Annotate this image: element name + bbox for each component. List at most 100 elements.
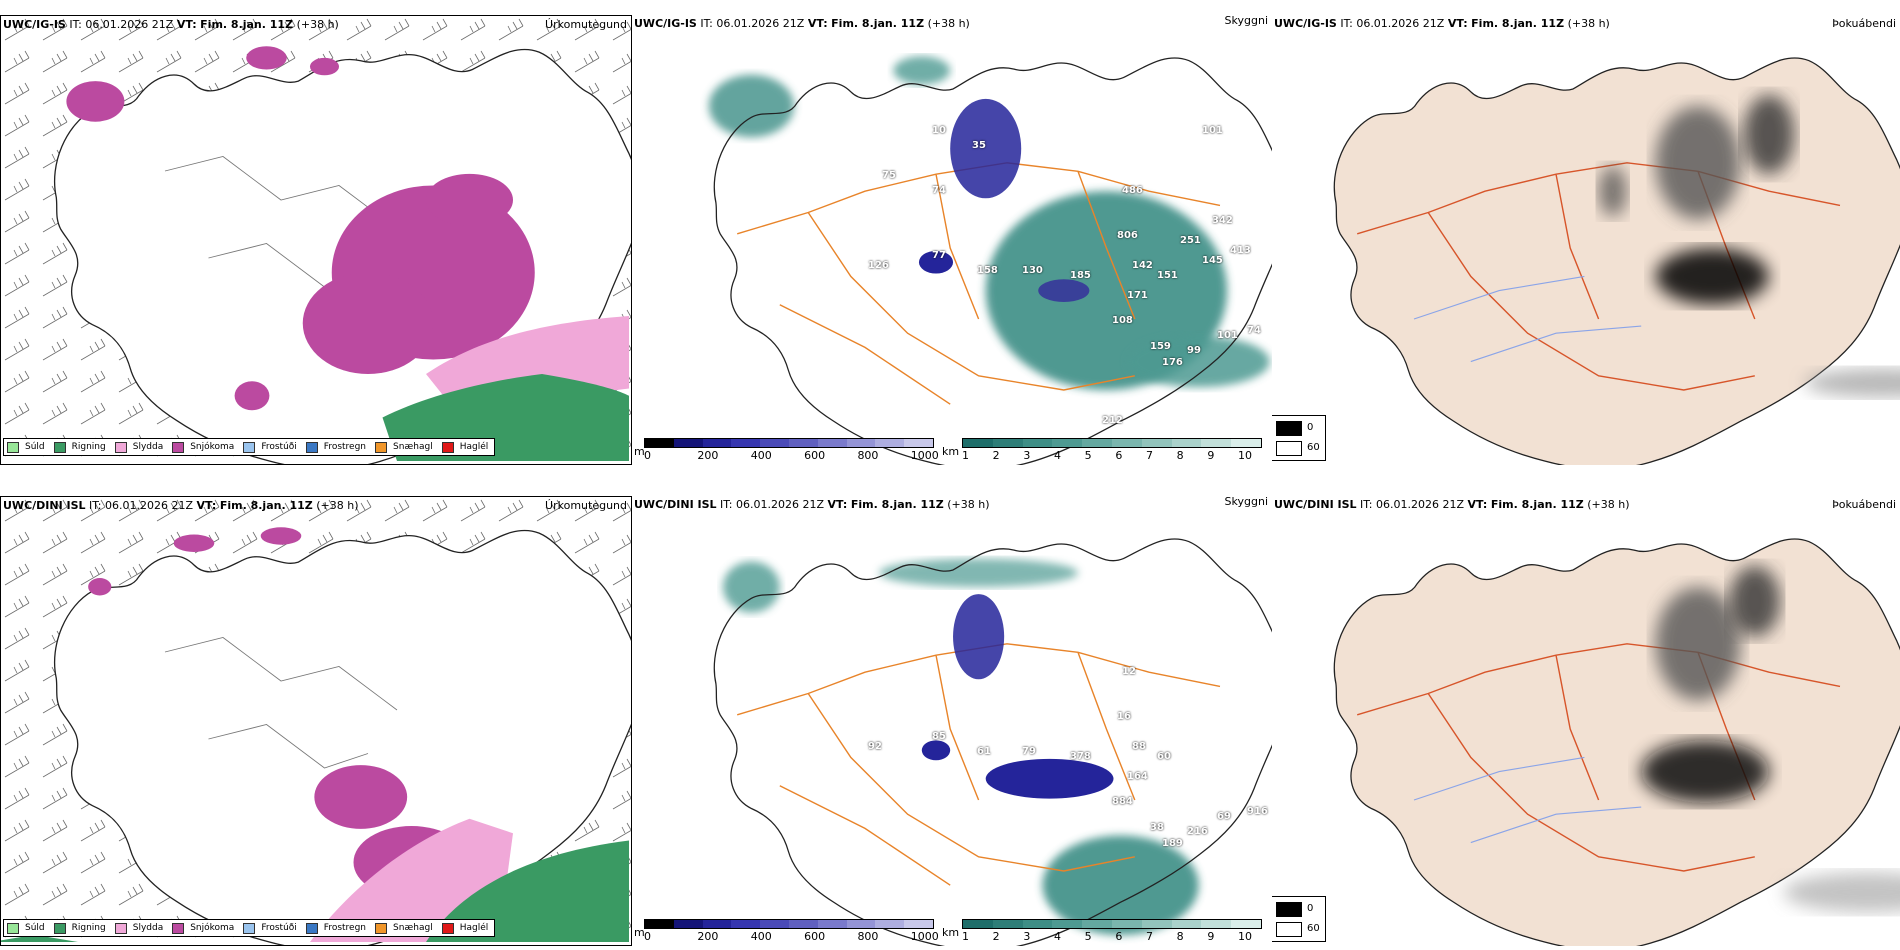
colorbar-tick-label: 8 [1176, 449, 1184, 462]
colorbar-tick-label: 4 [1054, 449, 1061, 462]
legend-item: Frostúði [240, 920, 302, 936]
colorbar-tick-label: 800 [857, 930, 879, 943]
legend-item: Rigning [51, 439, 112, 455]
visibility-value-label: 101 [1217, 330, 1238, 341]
visibility-value-label: 85 [932, 731, 946, 742]
colorbar-tick-label: 0 [644, 930, 651, 943]
visibility-value-label: 142 [1132, 260, 1153, 271]
visibility-unit: km [942, 926, 960, 939]
ceiling-ticks: 0 200 400 600 800 1000 [644, 448, 939, 462]
colorbar-tick-label: 4 [1054, 930, 1061, 943]
visibility-value-label: 12 [1122, 666, 1136, 677]
colorbar-tick-label: 7 [1146, 449, 1153, 462]
visibility-ticks: 1 2 3 4 5 6 7 8 9 10 [962, 448, 1262, 462]
visibility-value-label: 60 [1157, 751, 1171, 762]
colorbar-cell [963, 920, 993, 928]
colorbar-cell [788, 920, 818, 928]
colorbar-tick-label: 200 [697, 930, 719, 943]
legend-swatch [375, 441, 388, 453]
visibility-value-label: 378 [1070, 751, 1091, 762]
visibility-colorbar: 1 2 3 4 5 6 7 8 9 10 [962, 438, 1262, 462]
colorbar-tick-label: 400 [750, 449, 772, 462]
colorbar-tick-label: 8 [1176, 930, 1184, 943]
panel-title: Úrkomutegund [545, 18, 627, 31]
colorbar-cell [1022, 920, 1053, 928]
visibility-value-label: 806 [1117, 230, 1138, 241]
colorbar-cell [788, 439, 818, 447]
visibility-color-row [962, 919, 1262, 929]
cloud-key-swatch-black [1276, 902, 1302, 917]
visibility-value-label: 99 [1187, 345, 1201, 356]
colorbar-cell [992, 920, 1023, 928]
legend-swatch [375, 922, 388, 934]
visibility-value-label: 189 [1162, 838, 1183, 849]
legend-swatch [243, 922, 256, 934]
colorbar-tick-label: 1 [962, 449, 969, 462]
legend-item: Súld [4, 920, 51, 936]
visibility-value-label: 74 [932, 185, 946, 196]
legend-swatch [172, 441, 185, 453]
ceiling-colorbar: 0 200 400 600 800 1000 [644, 438, 939, 462]
colorbar-tick-label: 600 [804, 449, 826, 462]
panel-title: Þokuábendi [1832, 17, 1896, 30]
cloud-key-label: 0 [1307, 422, 1314, 433]
cloud-key: 0 60 [1272, 896, 1326, 942]
cloud-key-label: 0 [1307, 903, 1314, 914]
colorbar-cell [846, 920, 876, 928]
colorbar-cell [963, 439, 993, 447]
colorbar-cell [904, 439, 933, 447]
cloud-panel-top: UWC/IG-IS IT: 06.01.2026 21Z VT: Fim. 8.… [1272, 15, 1900, 465]
visibility-value-label: 88 [1132, 741, 1146, 752]
precip-panel-top: UWC/IG-IS IT: 06.01.2026 21Z VT: Fim. 8.… [0, 15, 632, 465]
legend-swatch [114, 922, 127, 934]
colorbar-cell [645, 920, 674, 928]
panel-header: UWC/DINI ISL IT: 06.01.2026 21Z VT: Fim.… [1274, 498, 1630, 511]
visibility-ticks: 1 2 3 4 5 6 7 8 9 10 [962, 929, 1262, 943]
legend-swatch [53, 441, 66, 453]
visibility-value-label: 176 [1162, 357, 1183, 368]
cloud-key: 0 60 [1272, 415, 1326, 461]
colorbar-cell [1082, 920, 1112, 928]
colorbar-tick-label: 0 [644, 449, 651, 462]
cloud-map [1333, 538, 1900, 946]
colorbar-tick-label: 3 [1023, 930, 1031, 943]
colorbar-tick-label: 6 [1115, 449, 1123, 462]
cloud-key-swatch-black [1276, 421, 1302, 436]
visibility-value-label: 108 [1112, 315, 1133, 326]
colorbar-tick-label: 10 [1238, 449, 1252, 462]
visibility-map [713, 538, 1272, 946]
visibility-value-label: 126 [868, 260, 889, 271]
legend-item: Snjókoma [169, 920, 240, 936]
visibility-value-label: 158 [977, 265, 998, 276]
precip-map [1, 497, 631, 945]
cloud-key-label: 60 [1307, 442, 1320, 453]
visibility-value-label: 151 [1157, 270, 1178, 281]
visibility-value-label: 35 [972, 140, 986, 151]
visibility-value-label: 216 [1187, 826, 1208, 837]
panel-header: UWC/DINI ISL IT: 06.01.2026 21Z VT: Fim.… [634, 498, 990, 511]
colorbar-cell [1201, 920, 1232, 928]
colorbar-cell [1052, 439, 1083, 447]
cloud-map [1333, 57, 1900, 465]
visibility-value-label: 342 [1212, 215, 1233, 226]
legend-item: Haglél [439, 920, 495, 936]
colorbar-cell [846, 439, 876, 447]
legend-item: Frostúði [240, 439, 302, 455]
ceiling-ticks: 0 200 400 600 800 1000 [644, 929, 939, 943]
cloud-key-label: 60 [1307, 923, 1320, 934]
colorbar-tick-label: 800 [857, 449, 879, 462]
colorbar-cell [875, 439, 905, 447]
colorbar-cell [1141, 920, 1172, 928]
colorbar-cell [1231, 439, 1261, 447]
visibility-value-label: 101 [1202, 125, 1223, 136]
colorbar-cell [1111, 439, 1142, 447]
colorbar-cell [645, 439, 674, 447]
visibility-value-label: 38 [1150, 822, 1164, 833]
visibility-value-label: 212 [1102, 415, 1123, 426]
visibility-value-label: 164 [1127, 771, 1148, 782]
legend-swatch [7, 441, 19, 453]
legend-item: Slydda [112, 439, 169, 455]
ceiling-unit: m [634, 926, 645, 939]
visibility-value-label: 884 [1112, 796, 1133, 807]
visibility-value-label: 69 [1217, 811, 1231, 822]
